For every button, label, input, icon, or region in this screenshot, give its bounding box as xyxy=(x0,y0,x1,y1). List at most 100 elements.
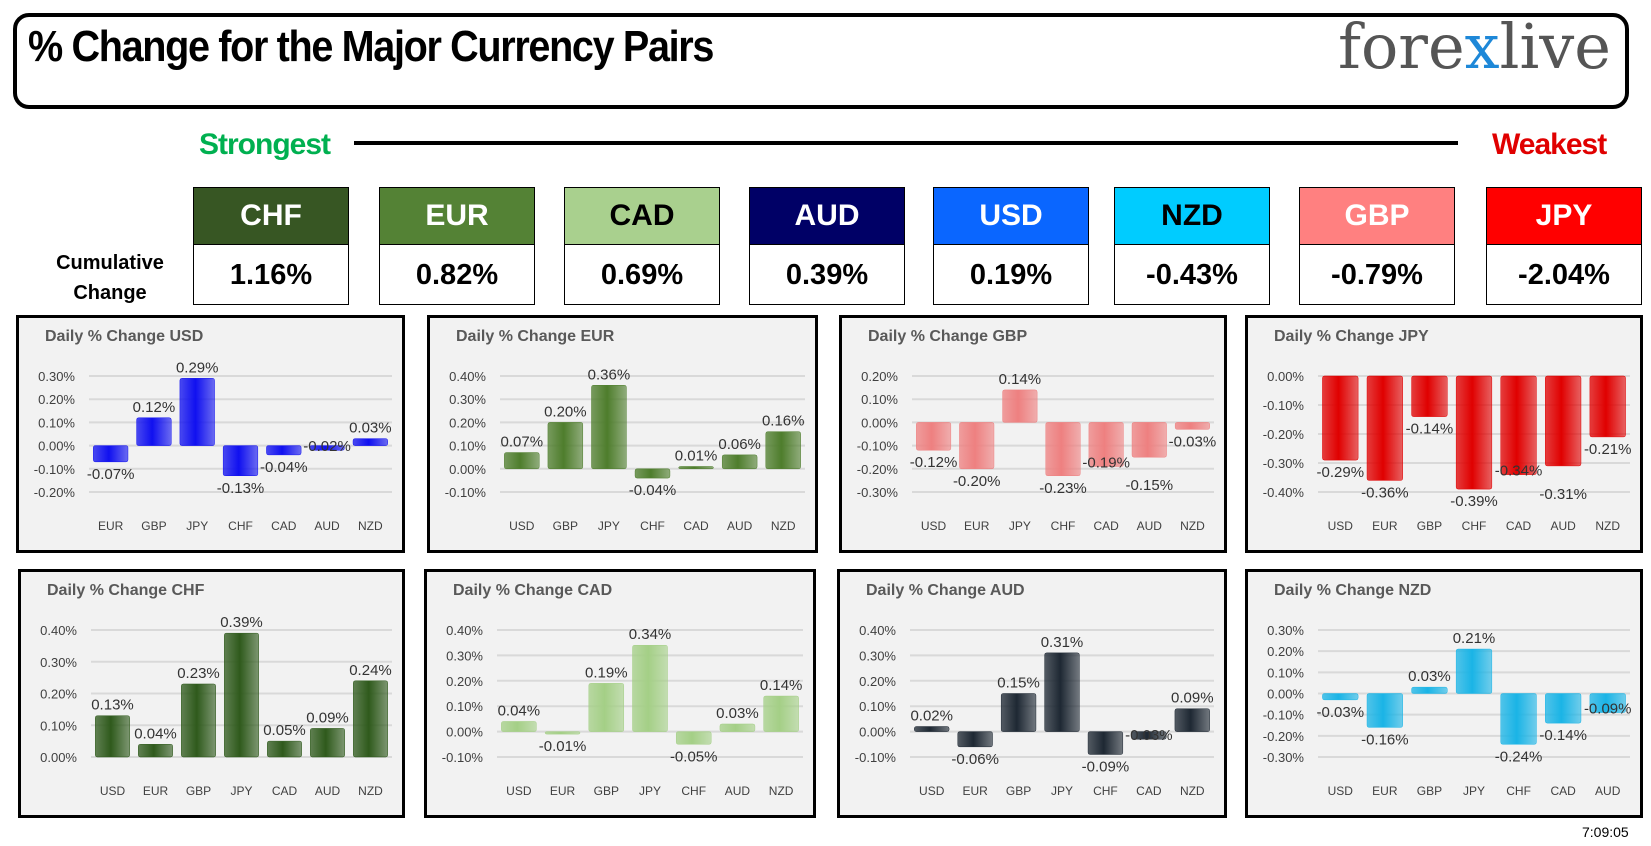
data-label: 0.31% xyxy=(1041,634,1084,651)
chart-svg: -0.10% 0.00% 0.10% 0.20% 0.30% 0.40% 0.02% USD -… xyxy=(855,623,1214,798)
bar-chf xyxy=(675,731,712,745)
y-tick-label: -0.20% xyxy=(1263,427,1305,442)
data-label: 0.09% xyxy=(306,709,349,726)
ranking-line xyxy=(354,141,1458,145)
bar-jpy xyxy=(179,378,215,446)
bar-jpy xyxy=(1044,652,1080,732)
x-tick-label: CHF xyxy=(1462,519,1487,533)
y-tick-label: -0.30% xyxy=(1263,750,1305,765)
x-tick-label: USD xyxy=(509,519,535,533)
y-tick-label: 0.00% xyxy=(38,439,75,454)
data-label: -0.03% xyxy=(1317,704,1365,721)
x-tick-label: EUR xyxy=(98,519,124,533)
currency-code: CAD xyxy=(565,188,719,245)
data-label: -0.07% xyxy=(87,466,135,483)
x-tick-label: CAD xyxy=(1093,519,1119,533)
x-tick-label: JPY xyxy=(639,784,661,798)
data-label: -0.19% xyxy=(1082,454,1130,471)
cumulative-value: -0.43% xyxy=(1146,259,1238,291)
data-label: 0.21% xyxy=(1453,630,1496,647)
bar-usd xyxy=(95,715,130,758)
y-tick-label: 0.10% xyxy=(859,699,896,714)
x-tick-label: GBP xyxy=(1417,519,1442,533)
y-tick-label: 0.00% xyxy=(449,462,486,477)
cumulative-value: -0.79% xyxy=(1331,259,1423,291)
data-label: 0.36% xyxy=(588,366,631,383)
y-tick-label: 0.20% xyxy=(40,687,77,702)
data-label: 0.13% xyxy=(91,697,134,714)
data-label: 0.12% xyxy=(133,399,176,416)
y-tick-label: 0.20% xyxy=(449,415,486,430)
data-label: -0.34% xyxy=(1495,463,1543,480)
y-tick-label: -0.30% xyxy=(857,485,899,500)
x-tick-label: JPY xyxy=(186,519,208,533)
bar-aud xyxy=(721,454,758,470)
y-tick-label: 0.30% xyxy=(40,655,77,670)
x-tick-label: USD xyxy=(1328,784,1354,798)
x-tick-label: CHF xyxy=(1506,784,1531,798)
cumulative-value: 0.19% xyxy=(969,259,1053,291)
chart-eur: Daily % Change EUR -0.10% 0.00% 0.10% 0.20% 0… xyxy=(427,315,818,553)
x-tick-label: GBP xyxy=(594,784,619,798)
bar-eur xyxy=(544,731,581,735)
bar-cad xyxy=(1131,731,1167,740)
y-tick-label: 0.10% xyxy=(40,718,77,733)
currency-code: USD xyxy=(934,188,1088,245)
x-tick-label: CAD xyxy=(271,519,297,533)
chart-svg: -0.30% -0.20% -0.10% 0.00% 0.10% 0.20% 0.30% -0… xyxy=(1263,623,1632,798)
data-label: 0.14% xyxy=(999,371,1042,388)
data-label: -0.03% xyxy=(1125,727,1173,744)
data-label: -0.01% xyxy=(539,738,587,755)
x-tick-label: NZD xyxy=(769,784,794,798)
data-label: -0.05% xyxy=(670,748,718,765)
chart-jpy: Daily % Change JPY -0.40% -0.30% -0.20% -0.1… xyxy=(1245,315,1643,553)
data-label: 0.39% xyxy=(220,614,263,631)
data-label: -0.04% xyxy=(260,459,308,476)
data-label: 0.03% xyxy=(716,705,759,722)
bar-eur xyxy=(1366,375,1403,481)
currency-code: CHF xyxy=(194,188,348,245)
data-label: -0.23% xyxy=(1039,480,1087,497)
strongest-label: Strongest xyxy=(199,128,331,161)
bar-jpy xyxy=(591,385,627,470)
data-label: -0.12% xyxy=(910,454,958,471)
bar-jpy xyxy=(224,632,259,758)
chart-title: Daily % Change CHF xyxy=(47,582,205,599)
cumulative-value: 0.69% xyxy=(600,259,684,291)
cumulative-value: 0.82% xyxy=(415,259,499,291)
y-tick-label: 0.00% xyxy=(861,415,898,430)
currency-box-chf: CHF 1.16% xyxy=(193,187,349,305)
x-tick-label: CHF xyxy=(1093,784,1118,798)
bar-gbp xyxy=(136,417,172,446)
data-label: -0.21% xyxy=(1584,441,1632,458)
currency-box-jpy: JPY -2.04% xyxy=(1486,187,1642,305)
data-label: -0.03% xyxy=(1169,433,1217,450)
data-label: 0.05% xyxy=(263,722,306,739)
y-tick-label: -0.20% xyxy=(34,485,76,500)
x-tick-label: USD xyxy=(1328,519,1354,533)
chart-gbp: Daily % Change GBP -0.30% -0.20% -0.10% 0.00… xyxy=(839,315,1227,553)
y-tick-label: 0.20% xyxy=(446,674,483,689)
y-tick-label: 0.10% xyxy=(861,392,898,407)
data-label: -0.29% xyxy=(1317,464,1365,481)
bar-cad xyxy=(266,445,302,456)
y-tick-label: 0.10% xyxy=(449,439,486,454)
y-tick-label: 0.40% xyxy=(446,623,483,638)
chart-cad: Daily % Change CAD -0.10% 0.00% 0.10% 0.20% 0… xyxy=(424,569,816,818)
bar-cad xyxy=(1088,422,1124,467)
bar-cad xyxy=(1500,375,1537,475)
bar-usd xyxy=(1322,693,1359,701)
bar-eur xyxy=(1366,693,1403,728)
bar-nzd xyxy=(1174,422,1210,430)
y-tick-label: 0.30% xyxy=(859,648,896,663)
data-label: 0.03% xyxy=(349,420,392,437)
data-label: -0.16% xyxy=(1361,731,1409,748)
forexlive-logo: forexlive xyxy=(1338,10,1611,83)
bar-nzd xyxy=(353,680,388,758)
bar-aud xyxy=(1589,693,1626,713)
x-tick-label: NZD xyxy=(358,519,383,533)
data-label: -0.36% xyxy=(1361,484,1409,501)
x-tick-label: EUR xyxy=(143,784,169,798)
currency-code: GBP xyxy=(1300,188,1454,245)
data-label: 0.24% xyxy=(349,662,392,679)
